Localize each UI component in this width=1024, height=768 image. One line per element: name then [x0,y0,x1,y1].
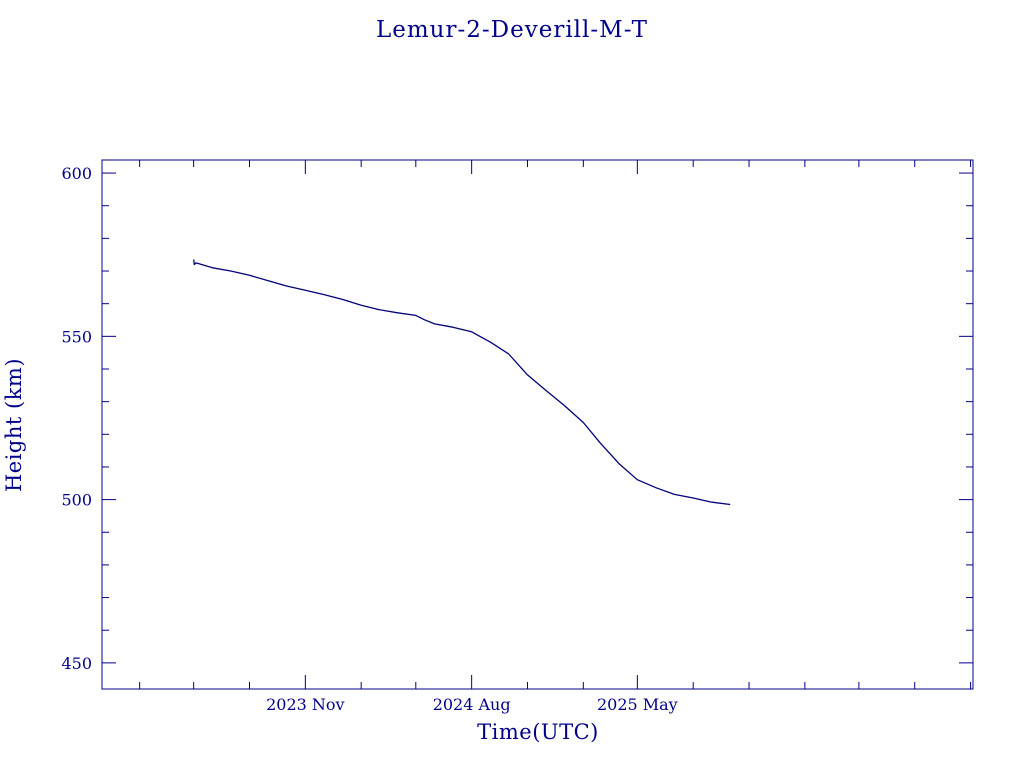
plot-frame [101,159,974,690]
y-axis-label: Height (km) [2,358,26,492]
y-tick-labels: 450 500 550 600 [61,164,92,673]
x-major-ticks [304,160,638,689]
x-tick-label: 2024 Aug [433,695,511,714]
y-tick-label: 600 [61,164,92,183]
height-series-line [193,259,731,506]
y-tick-label: 500 [61,491,92,510]
chart-title: Lemur-2-Deverill-M-T [376,17,648,43]
x-axis-label: Time(UTC) [477,720,599,744]
y-tick-label: 550 [61,327,92,346]
y-minor-ticks [102,205,973,631]
x-minor-ticks [139,160,972,689]
x-tick-labels: 2023 Nov 2024 Aug 2025 May [266,695,678,714]
y-tick-label: 450 [61,654,92,673]
x-tick-label: 2025 May [597,695,678,714]
y-major-ticks [102,172,973,664]
x-tick-label: 2023 Nov [266,695,344,714]
